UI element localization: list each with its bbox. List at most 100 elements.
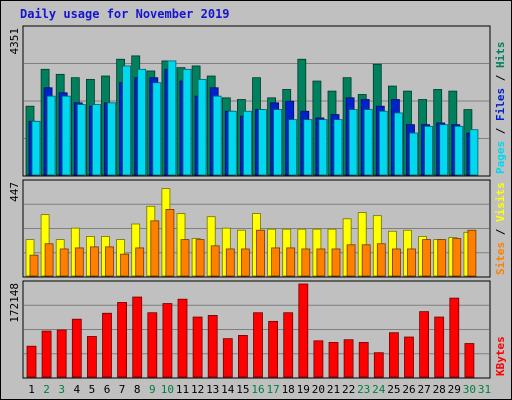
- bar-pages-day-8: [137, 68, 147, 176]
- bar-pages-day-20: [318, 119, 328, 176]
- bar-pages-day-11: [182, 68, 192, 176]
- bar-kbytes-day-28: [434, 316, 445, 378]
- x-tick-day-5: 5: [89, 383, 96, 396]
- legend-separator: /: [494, 68, 507, 88]
- x-tick-day-10: 10: [161, 383, 174, 396]
- bar-pages-day-14: [227, 110, 237, 176]
- legend-kbytes: KBytes: [494, 336, 507, 376]
- legend-separator: /: [494, 222, 507, 242]
- bar-kbytes-day-15: [237, 335, 248, 378]
- bar-kbytes-day-19: [298, 283, 309, 378]
- bar-kbytes-day-6: [102, 312, 112, 378]
- bar-kbytes-day-9: [147, 312, 158, 378]
- x-tick-day-29: 29: [448, 383, 461, 396]
- legend-item-hits: Hits: [494, 42, 507, 69]
- bar-kbytes-day-26: [404, 336, 414, 378]
- x-tick-day-19: 19: [297, 383, 310, 396]
- x-tick-day-15: 15: [236, 383, 249, 396]
- bar-sites-day-18: [286, 247, 296, 277]
- bar-pages-day-3: [61, 95, 71, 176]
- x-tick-day-22: 22: [342, 383, 355, 396]
- x-tick-day-17: 17: [266, 383, 279, 396]
- bar-sites-day-24: [376, 243, 386, 277]
- x-tick-day-12: 12: [191, 383, 204, 396]
- bar-pages-day-5: [92, 104, 101, 176]
- bar-pages-day-29: [454, 125, 464, 176]
- bar-pages-day-18: [288, 119, 298, 176]
- bar-pages-day-2: [46, 95, 56, 176]
- bar-kbytes-day-16: [253, 312, 263, 378]
- bar-pages-day-23: [363, 109, 373, 176]
- x-tick-day-13: 13: [206, 383, 219, 396]
- ymax-label-hits-files-pages: 4351: [8, 28, 21, 55]
- x-tick-day-23: 23: [357, 383, 370, 396]
- bar-sites-day-11: [180, 239, 190, 277]
- x-tick-day-16: 16: [251, 383, 264, 396]
- bar-sites-day-21: [331, 248, 341, 277]
- x-tick-day-24: 24: [372, 383, 386, 396]
- bar-sites-day-16: [256, 229, 265, 277]
- bar-kbytes-day-22: [343, 339, 354, 378]
- x-tick-day-20: 20: [312, 383, 325, 396]
- x-tick-day-3: 3: [58, 383, 65, 396]
- x-tick-day-4: 4: [73, 383, 80, 396]
- legend-item-files: Files: [494, 88, 507, 121]
- bar-sites-day-8: [135, 247, 145, 277]
- bar-pages-day-24: [378, 110, 388, 176]
- x-tick-day-25: 25: [387, 383, 400, 396]
- bar-kbytes-day-7: [117, 302, 127, 378]
- bar-sites-day-29: [452, 238, 462, 277]
- bar-sites-day-4: [74, 247, 84, 277]
- bar-pages-day-30: [469, 129, 479, 176]
- bar-sites-day-26: [407, 248, 416, 277]
- bar-sites-day-27: [422, 239, 432, 277]
- bar-kbytes-day-25: [388, 332, 399, 378]
- bar-pages-day-26: [409, 132, 418, 176]
- bar-sites-day-25: [391, 248, 401, 277]
- x-tick-day-27: 27: [417, 383, 430, 396]
- bar-sites-day-19: [301, 248, 311, 277]
- legend-item-sites: Sites: [494, 242, 507, 275]
- bar-kbytes-day-1: [26, 345, 37, 378]
- x-tick-day-26: 26: [402, 383, 415, 396]
- bar-kbytes-day-5: [87, 336, 97, 378]
- bar-pages-day-21: [333, 119, 343, 176]
- ymax-label-visits-sites: 447: [8, 182, 21, 202]
- bar-pages-day-4: [76, 104, 86, 176]
- bar-pages-day-25: [393, 112, 403, 176]
- x-tick-day-7: 7: [119, 383, 126, 396]
- bar-sites-day-22: [346, 244, 356, 277]
- bar-sites-day-7: [120, 253, 129, 277]
- bar-sites-day-6: [105, 246, 114, 277]
- bar-sites-day-13: [210, 245, 220, 277]
- bar-kbytes-day-12: [192, 316, 203, 378]
- legend-item-visits: Visits: [494, 182, 507, 222]
- x-tick-day-1: 1: [28, 383, 35, 396]
- legend-visits-sites: Sites / Visits: [494, 182, 507, 275]
- bar-kbytes-day-8: [132, 296, 143, 378]
- bar-sites-day-30: [467, 229, 477, 277]
- bar-kbytes-day-4: [71, 318, 82, 378]
- bar-kbytes-day-23: [358, 342, 369, 378]
- x-tick-day-18: 18: [282, 383, 295, 396]
- x-tick-day-8: 8: [134, 383, 141, 396]
- bar-kbytes-day-24: [373, 352, 384, 378]
- bar-sites-day-14: [225, 248, 235, 277]
- x-tick-day-9: 9: [149, 383, 156, 396]
- bar-sites-day-2: [44, 243, 54, 277]
- bar-kbytes-day-10: [162, 303, 173, 378]
- bar-sites-day-1: [29, 254, 39, 277]
- bar-pages-day-22: [348, 109, 358, 176]
- bar-pages-day-1: [31, 120, 41, 176]
- chart-title: Daily usage for November 2019: [20, 7, 230, 21]
- bar-kbytes-day-13: [207, 315, 218, 378]
- x-tick-day-30: 30: [463, 383, 476, 396]
- bar-sites-day-12: [195, 239, 205, 277]
- bar-pages-day-10: [167, 60, 177, 176]
- legend-hits-files-pages: Pages / Files / Hits: [494, 42, 507, 175]
- legend-item-kbytes: KBytes: [494, 336, 507, 376]
- x-tick-day-28: 28: [433, 383, 446, 396]
- bar-sites-day-9: [150, 220, 160, 277]
- bar-kbytes-day-18: [283, 312, 294, 378]
